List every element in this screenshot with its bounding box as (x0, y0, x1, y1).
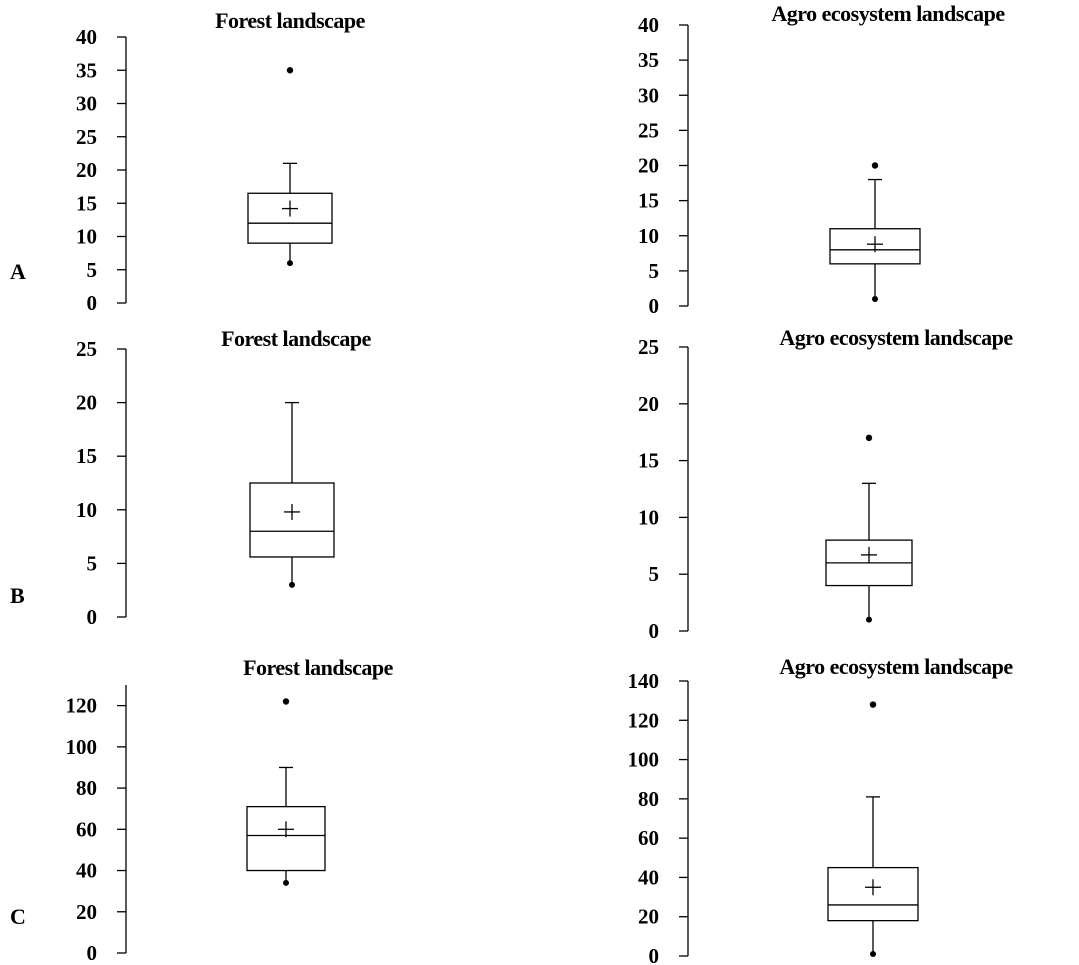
y-tick-label: 20 (638, 154, 659, 178)
y-tick-label: 15 (76, 444, 97, 468)
y-tick-label: 25 (638, 335, 659, 359)
row-label-b: B (10, 583, 25, 608)
y-tick-label: 20 (638, 905, 659, 929)
y-tick-label: 35 (76, 58, 97, 82)
outlier-point (282, 698, 290, 705)
y-tick-label: 100 (66, 735, 98, 759)
y-tick-label: 120 (628, 708, 660, 732)
y-tick-label: 0 (87, 941, 98, 965)
y-tick-label: 140 (628, 669, 660, 693)
y-tick-label: 0 (87, 291, 98, 315)
outlier-point (869, 701, 877, 708)
chart-panel: Agro ecosystem landscape 0 5 10 15 20 25 30 35 40 (638, 1, 1006, 318)
lower-whisker-point (283, 879, 289, 886)
y-tick-label: 5 (649, 259, 660, 283)
y-tick-label: 10 (638, 224, 659, 248)
y-tick-label: 80 (76, 776, 97, 800)
row-label-c: C (10, 904, 26, 929)
y-tick-label: 5 (649, 562, 660, 586)
chart-panel: Forest landscape 0 20 40 60 80 100 120 (66, 655, 395, 965)
y-tick-label: 120 (66, 694, 98, 718)
chart-title: Agro ecosystem landscape (779, 654, 1013, 679)
y-tick-label: 30 (76, 92, 97, 116)
chart-title: Forest landscape (221, 326, 372, 351)
y-tick-label: 25 (76, 337, 97, 361)
chart-title: Forest landscape (215, 8, 366, 33)
y-tick-label: 10 (76, 498, 97, 522)
y-tick-label: 60 (76, 817, 97, 841)
y-tick-label: 15 (638, 189, 659, 213)
chart-title: Forest landscape (243, 655, 394, 680)
y-tick-label: 40 (638, 865, 659, 889)
y-tick-label: 20 (76, 900, 97, 924)
interquartile-box (829, 228, 921, 265)
chart-panel: Agro ecosystem landscape 0 5 10 15 20 25 (638, 325, 1014, 643)
y-tick-label: 35 (638, 48, 659, 72)
lower-whisker-point (872, 295, 878, 302)
y-tick-label: 40 (638, 13, 659, 37)
interquartile-box (827, 866, 919, 922)
y-tick-label: 30 (638, 83, 659, 107)
y-tick-label: 10 (638, 505, 659, 529)
outlier-point (871, 162, 879, 169)
interquartile-box (246, 805, 326, 872)
y-tick-label: 100 (628, 748, 660, 772)
y-tick-label: 80 (638, 787, 659, 811)
y-tick-label: 0 (649, 619, 660, 643)
y-tick-label: 25 (638, 118, 659, 142)
chart-title: Agro ecosystem landscape (771, 1, 1005, 26)
chart-panel: Forest landscape 0 5 10 15 20 25 30 35 40 (76, 8, 366, 315)
y-tick-label: 20 (76, 158, 97, 182)
y-tick-label: 25 (76, 125, 97, 149)
chart-panel: Agro ecosystem landscape 0 20 40 60 80 100 120 1… (628, 654, 1014, 965)
y-tick-label: 15 (76, 191, 97, 215)
y-tick-label: 20 (638, 392, 659, 416)
chart-panel: Forest landscape 0 5 10 15 20 25 (76, 326, 372, 629)
y-tick-label: 10 (76, 225, 97, 249)
row-label-a: A (10, 259, 26, 284)
chart-title: Agro ecosystem landscape (779, 325, 1013, 350)
y-tick-label: 20 (76, 391, 97, 415)
y-tick-label: 15 (638, 449, 659, 473)
lower-whisker-point (289, 581, 295, 588)
y-tick-label: 40 (76, 859, 97, 883)
y-tick-label: 0 (649, 944, 660, 965)
interquartile-box (247, 192, 333, 244)
y-tick-label: 5 (87, 258, 98, 282)
y-tick-label: 40 (76, 25, 97, 49)
outlier-point (865, 434, 873, 442)
y-tick-label: 0 (87, 605, 98, 629)
y-tick-label: 60 (638, 826, 659, 850)
lower-whisker-point (287, 260, 293, 267)
outlier-point (286, 67, 294, 74)
y-tick-label: 0 (649, 294, 660, 318)
interquartile-box (249, 482, 335, 558)
y-tick-label: 5 (87, 551, 98, 575)
lower-whisker-point (870, 951, 876, 958)
lower-whisker-point (866, 616, 872, 623)
